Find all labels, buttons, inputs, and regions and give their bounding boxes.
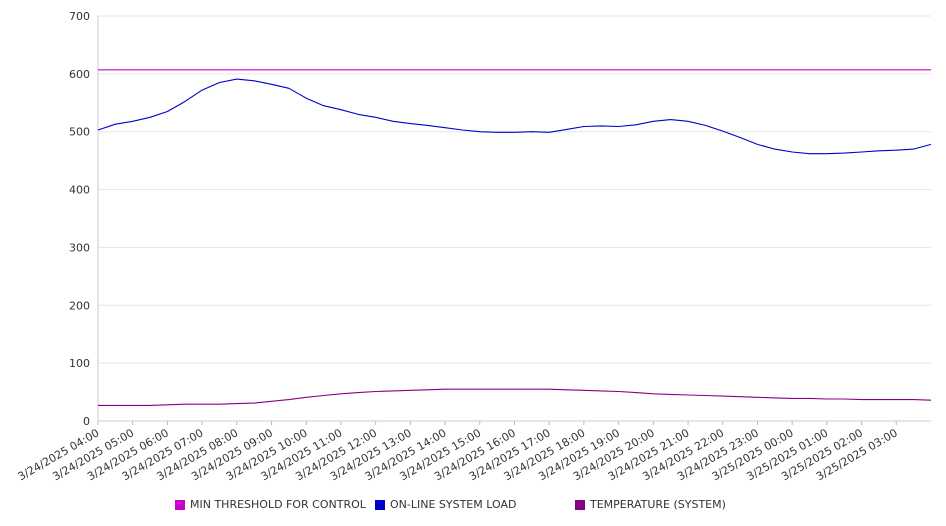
legend-item[interactable]: ON-LINE SYSTEM LOAD: [375, 498, 516, 511]
y-tick-label: 100: [69, 357, 90, 370]
grid-lines: [98, 15, 931, 422]
legend-swatch: [175, 499, 185, 510]
legend-label: ON-LINE SYSTEM LOAD: [390, 498, 517, 511]
y-tick-labels: 0 100 200 300 400 500 600 700: [69, 10, 90, 428]
axes: [97, 16, 931, 425]
legend-label: MIN THRESHOLD FOR CONTROL: [190, 498, 366, 511]
y-tick-label: 400: [69, 184, 90, 197]
y-tick-label: 500: [69, 126, 90, 139]
legend-item[interactable]: TEMPERATURE (SYSTEM): [575, 498, 726, 511]
series-line-1: [97, 78, 932, 155]
line-chart: 0 100 200 300 400 500 600 700 3/24/2025 04:003/…: [16, 10, 932, 483]
legend-label: TEMPERATURE (SYSTEM): [590, 498, 726, 511]
legend-swatch: [575, 499, 585, 510]
legend-item[interactable]: MIN THRESHOLD FOR CONTROL: [175, 498, 366, 511]
legend: MIN THRESHOLD FOR CONTROL ON-LINE SYSTEM …: [0, 498, 946, 514]
y-tick-label: 600: [69, 68, 90, 81]
series-lines: [97, 69, 932, 406]
legend-swatch: [375, 499, 385, 510]
y-tick-label: 300: [69, 241, 90, 254]
x-tick-labels: 3/24/2025 04:003/24/2025 05:003/24/2025 …: [16, 426, 900, 483]
series-line-2: [98, 388, 932, 406]
y-tick-label: 200: [69, 299, 90, 312]
y-tick-label: 0: [83, 415, 90, 428]
y-tick-label: 700: [69, 10, 90, 23]
